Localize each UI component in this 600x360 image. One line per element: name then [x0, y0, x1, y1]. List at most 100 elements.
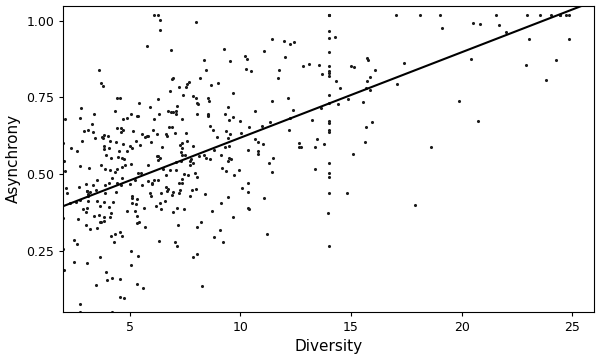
Point [324, 73, 334, 78]
Point [107, 275, 117, 281]
Point [217, 152, 226, 158]
Point [89, 111, 98, 117]
Point [194, 153, 204, 159]
Point [172, 111, 181, 117]
Point [312, 136, 322, 142]
Point [174, 190, 184, 196]
Point [158, 166, 167, 172]
Point [192, 111, 202, 117]
Point [280, 38, 289, 44]
Point [163, 132, 172, 138]
Point [333, 101, 343, 107]
Point [310, 144, 320, 150]
Point [65, 200, 74, 206]
Point [191, 186, 200, 192]
Point [342, 190, 352, 196]
Point [214, 80, 223, 86]
Point [267, 169, 277, 175]
Point [524, 36, 534, 42]
Point [85, 226, 95, 232]
Point [109, 239, 119, 245]
Point [155, 17, 165, 22]
Point [139, 205, 148, 211]
Point [197, 284, 207, 289]
Point [135, 142, 145, 148]
Point [127, 262, 136, 268]
Point [100, 167, 110, 172]
Point [169, 190, 178, 195]
Point [202, 67, 211, 73]
Point [166, 109, 175, 115]
Point [137, 131, 147, 136]
Point [555, 12, 565, 18]
Point [125, 143, 135, 148]
Point [145, 190, 155, 196]
Point [132, 221, 142, 226]
Point [192, 224, 202, 230]
Point [114, 148, 124, 153]
Point [91, 135, 100, 140]
Point [400, 60, 409, 66]
Point [181, 84, 191, 90]
Point [295, 144, 304, 149]
Point [165, 167, 175, 173]
Point [112, 166, 122, 172]
Point [196, 219, 206, 224]
Point [175, 84, 184, 90]
Point [190, 170, 200, 176]
Point [59, 267, 68, 273]
Point [215, 228, 224, 233]
Point [88, 182, 98, 188]
Point [151, 203, 161, 209]
Point [155, 111, 164, 117]
Point [324, 130, 334, 135]
Point [193, 101, 202, 107]
Point [331, 35, 340, 40]
Point [116, 229, 125, 235]
Point [308, 117, 317, 122]
Point [92, 225, 102, 231]
Point [61, 185, 70, 191]
Point [317, 71, 327, 77]
Point [83, 193, 93, 199]
Point [95, 67, 104, 73]
Point [147, 181, 157, 187]
Point [392, 12, 401, 18]
Point [254, 151, 263, 157]
Point [319, 141, 329, 147]
Point [324, 12, 334, 18]
Point [343, 96, 353, 102]
Point [163, 108, 173, 114]
Point [160, 198, 169, 203]
Point [126, 111, 136, 117]
Point [173, 222, 183, 228]
Point [206, 157, 215, 162]
Point [157, 190, 166, 196]
Point [238, 185, 247, 191]
Point [110, 108, 120, 114]
Point [188, 143, 197, 149]
Point [60, 116, 70, 122]
Point [157, 206, 166, 212]
Point [435, 12, 445, 18]
Point [324, 190, 334, 195]
Point [426, 145, 436, 150]
Point [167, 124, 177, 130]
Point [82, 260, 91, 266]
Point [134, 170, 143, 176]
Point [140, 225, 149, 230]
Point [185, 158, 195, 164]
Point [143, 162, 152, 168]
Point [178, 152, 187, 158]
Point [75, 197, 85, 203]
Point [184, 172, 193, 178]
Point [475, 21, 485, 27]
Point [186, 156, 196, 162]
Point [71, 199, 81, 205]
Point [82, 188, 92, 194]
Point [128, 145, 137, 151]
Point [161, 131, 171, 137]
Point [119, 156, 128, 162]
Point [221, 168, 230, 174]
Point [289, 108, 298, 113]
